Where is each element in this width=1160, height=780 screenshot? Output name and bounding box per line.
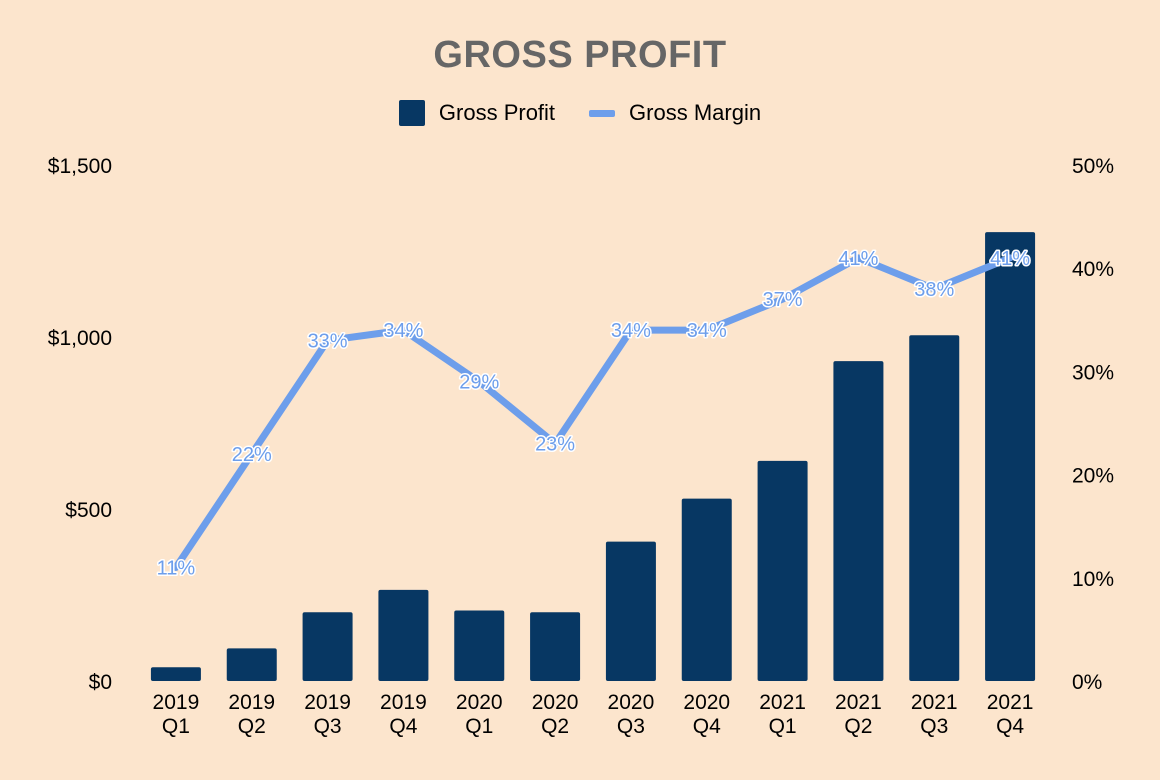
y-right-tick-label: 20% [1072, 465, 1114, 488]
x-tick-label: 2020 Q1 [456, 691, 503, 738]
x-tick-label: 2019 Q3 [304, 691, 351, 738]
data-label-gross-margin: 38% [914, 279, 954, 301]
legend-entry-gross-profit: Gross Profit [398, 100, 556, 126]
bar-gross-profit [226, 648, 277, 681]
x-tick-label: 2020 Q4 [683, 691, 730, 738]
x-tick-label: 2019 Q1 [153, 691, 200, 738]
bar-gross-profit [454, 610, 505, 681]
bar-gross-profit [909, 335, 960, 681]
data-label-gross-margin: 33% [308, 330, 348, 352]
y-right-tick-label: 30% [1072, 361, 1114, 384]
bar-gross-profit [757, 460, 808, 681]
x-tick-label: 2020 Q2 [532, 691, 579, 738]
y-left-tick-label: $0 [89, 671, 112, 694]
data-label-gross-margin: 37% [763, 289, 803, 311]
y-right-tick-label: 40% [1072, 258, 1114, 281]
bar-gross-profit [302, 612, 353, 681]
data-label-gross-margin: 41% [990, 248, 1030, 270]
y-right-tick-label: 0% [1072, 671, 1102, 694]
x-tick-label: 2021 Q2 [835, 691, 882, 738]
data-label-gross-margin: 41% [838, 248, 878, 270]
data-label-gross-margin: 11% [157, 557, 196, 579]
data-label-gross-margin: 34% [687, 320, 727, 342]
y-left-tick-label: $1,500 [48, 155, 112, 178]
legend-entry-gross-margin: Gross Margin [589, 100, 761, 126]
chart-title: GROSS PROFIT [433, 34, 727, 76]
bar-gross-profit [985, 232, 1036, 681]
legend: Gross Profit Gross Margin [0, 100, 1160, 126]
y-right-tick-label: 50% [1072, 155, 1114, 178]
data-label-gross-margin: 29% [459, 372, 499, 394]
data-label-gross-margin: 34% [383, 320, 423, 342]
y-right-tick-label: 10% [1072, 568, 1114, 591]
x-tick-label: 2019 Q4 [380, 691, 427, 738]
legend-label-gross-profit: Gross Profit [438, 100, 556, 125]
bar-gross-profit [378, 589, 429, 681]
line-gross-margin [172, 254, 1014, 571]
data-label-gross-margin: 23% [535, 434, 575, 456]
legend-label-gross-margin: Gross Margin [629, 100, 762, 125]
legend-swatch-gross-profit [398, 100, 425, 126]
bar-gross-profit [681, 498, 732, 681]
legend-swatch-gross-margin [589, 109, 616, 117]
x-tick-label: 2020 Q3 [608, 691, 655, 738]
data-label-gross-margin: 22% [232, 444, 272, 466]
bar-gross-profit [530, 612, 581, 681]
x-tick-label: 2019 Q2 [228, 691, 275, 738]
y-left-tick-label: $1,000 [48, 327, 112, 350]
bar-gross-profit [605, 541, 656, 681]
bar-gross-profit [150, 667, 201, 681]
x-tick-label: 2021 Q4 [987, 691, 1034, 738]
y-left-tick-label: $500 [65, 499, 112, 522]
data-label-gross-margin: 34% [611, 320, 651, 342]
x-tick-label: 2021 Q3 [911, 691, 958, 738]
x-tick-label: 2021 Q1 [759, 691, 806, 738]
bar-gross-profit [833, 361, 884, 681]
